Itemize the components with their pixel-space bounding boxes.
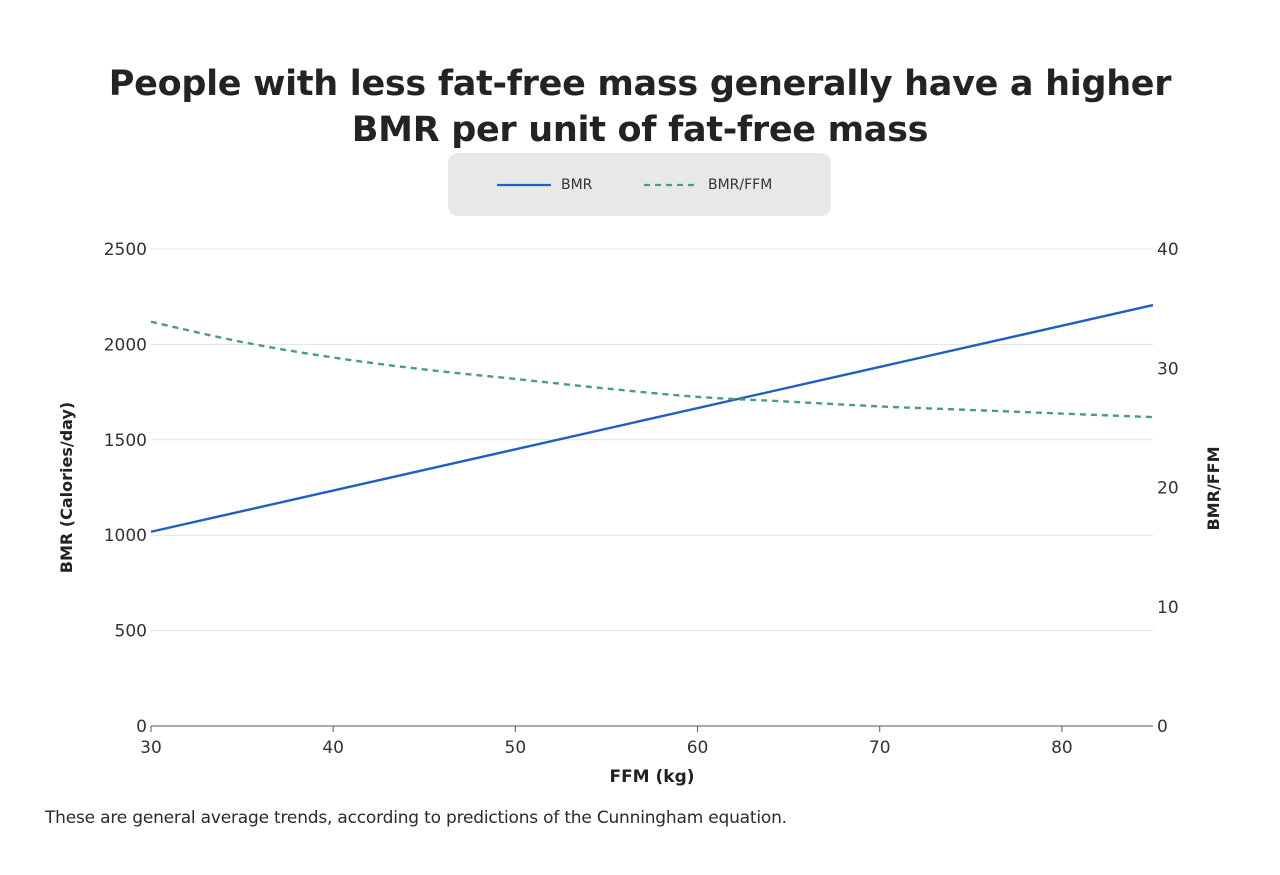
- x-tick-label-60: 60: [687, 738, 709, 758]
- legend-item-bmr-ffm: BMR/FFM: [644, 153, 772, 216]
- y-right-tick-label-10: 10: [1157, 598, 1179, 618]
- y-left-tick-label-2500: 2500: [104, 240, 147, 260]
- chart-title-line-1: People with less fat-free mass generally…: [108, 64, 1172, 105]
- x-tick-label-40: 40: [322, 738, 344, 758]
- y-right-tick-label-0: 0: [1157, 717, 1168, 737]
- x-tick-label-80: 80: [1051, 738, 1073, 758]
- legend-label-bmr-ffm: BMR/FFM: [708, 176, 773, 193]
- y-left-tick-label-500: 500: [115, 622, 147, 642]
- series-line-bmr: [150, 303, 1154, 533]
- y-right-tick-label-30: 30: [1157, 359, 1179, 379]
- y-right-tick-label-40: 40: [1157, 240, 1179, 260]
- legend-line-bmr-icon: [497, 183, 551, 186]
- x-tick-label-50: 50: [505, 738, 527, 758]
- legend-line-bmr-ffm-icon: [644, 183, 698, 186]
- x-axis-title: FFM (kg): [609, 767, 694, 787]
- chart-title: People with less fat-free mass generally…: [0, 61, 1280, 153]
- legend-label-bmr: BMR: [561, 176, 593, 193]
- x-tick-label-70: 70: [869, 738, 891, 758]
- chart-legend: BMR BMR/FFM: [448, 153, 831, 216]
- y-left-axis-title: BMR (Calories/day): [57, 402, 76, 573]
- y-left-tick-label-0: 0: [136, 717, 147, 737]
- y-right-axis-title: BMR/FFM: [1204, 446, 1223, 530]
- y-left-tick-label-1000: 1000: [104, 526, 147, 546]
- x-tick-label-30: 30: [140, 738, 162, 758]
- y-left-tick-label-2000: 2000: [104, 335, 147, 355]
- series-line-bmr-ffm: [150, 320, 1154, 419]
- chart-caption: These are general average trends, accord…: [45, 808, 787, 828]
- y-left-tick-label-1500: 1500: [104, 431, 147, 451]
- y-right-tick-label-20: 20: [1157, 479, 1179, 499]
- chart-title-line-2: BMR per unit of fat-free mass: [351, 110, 929, 151]
- legend-item-bmr: BMR: [497, 153, 592, 216]
